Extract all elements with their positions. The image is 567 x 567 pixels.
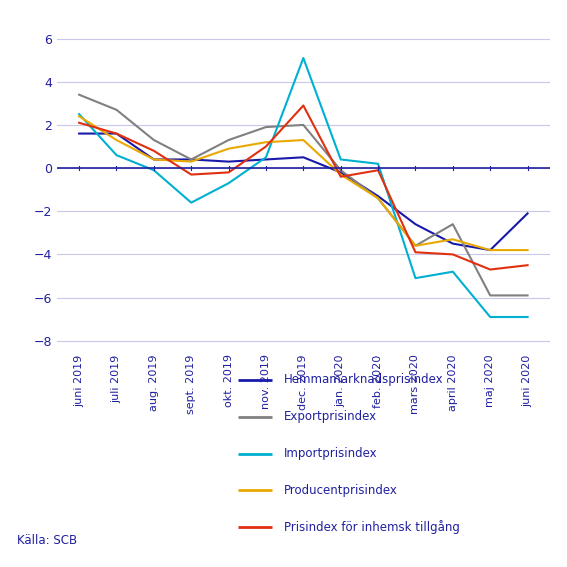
Importprisindex: [113, 152, 120, 159]
Prisindex för inhemsk tillgång: [263, 143, 269, 150]
Exportprisindex: [300, 121, 307, 128]
Hemmamarknadsprisindex: [375, 193, 382, 200]
Hemmamarknadsprisindex: [76, 130, 83, 137]
Prisindex för inhemsk tillgång: [188, 171, 194, 178]
Hemmamarknadsprisindex: [225, 158, 232, 165]
Line: Exportprisindex: Exportprisindex: [79, 95, 527, 295]
Hemmamarknadsprisindex: [337, 169, 344, 176]
Hemmamarknadsprisindex: [263, 156, 269, 163]
Importprisindex: [375, 160, 382, 167]
Importprisindex: [263, 154, 269, 160]
Text: Källa: SCB: Källa: SCB: [17, 534, 77, 547]
Importprisindex: [300, 54, 307, 61]
Text: Producentprisindex: Producentprisindex: [284, 484, 397, 497]
Text: Exportprisindex: Exportprisindex: [284, 411, 376, 423]
Importprisindex: [76, 111, 83, 117]
Producentprisindex: [188, 158, 194, 165]
Prisindex för inhemsk tillgång: [300, 102, 307, 109]
Exportprisindex: [263, 124, 269, 130]
Exportprisindex: [188, 156, 194, 163]
Importprisindex: [225, 180, 232, 187]
Hemmamarknadsprisindex: [524, 210, 531, 217]
Exportprisindex: [150, 137, 157, 143]
Prisindex för inhemsk tillgång: [487, 266, 494, 273]
Hemmamarknadsprisindex: [412, 221, 419, 227]
Prisindex för inhemsk tillgång: [113, 130, 120, 137]
Exportprisindex: [450, 221, 456, 227]
Producentprisindex: [150, 156, 157, 163]
Prisindex för inhemsk tillgång: [375, 167, 382, 174]
Producentprisindex: [300, 137, 307, 143]
Producentprisindex: [337, 171, 344, 178]
Exportprisindex: [487, 292, 494, 299]
Exportprisindex: [375, 195, 382, 202]
Exportprisindex: [225, 137, 232, 143]
Importprisindex: [450, 268, 456, 275]
Exportprisindex: [337, 167, 344, 174]
Exportprisindex: [113, 107, 120, 113]
Line: Prisindex för inhemsk tillgång: Prisindex för inhemsk tillgång: [79, 105, 527, 269]
Producentprisindex: [263, 139, 269, 146]
Exportprisindex: [524, 292, 531, 299]
Hemmamarknadsprisindex: [150, 156, 157, 163]
Prisindex för inhemsk tillgång: [450, 251, 456, 258]
Text: Prisindex för inhemsk tillgång: Prisindex för inhemsk tillgång: [284, 521, 459, 534]
Importprisindex: [337, 156, 344, 163]
Hemmamarknadsprisindex: [487, 247, 494, 253]
Producentprisindex: [450, 236, 456, 243]
Line: Hemmamarknadsprisindex: Hemmamarknadsprisindex: [79, 134, 527, 250]
Producentprisindex: [375, 195, 382, 202]
Producentprisindex: [487, 247, 494, 253]
Exportprisindex: [76, 91, 83, 98]
Line: Producentprisindex: Producentprisindex: [79, 116, 527, 250]
Line: Importprisindex: Importprisindex: [79, 58, 527, 317]
Hemmamarknadsprisindex: [450, 240, 456, 247]
Text: Importprisindex: Importprisindex: [284, 447, 377, 460]
Importprisindex: [188, 199, 194, 206]
Prisindex för inhemsk tillgång: [412, 249, 419, 256]
Hemmamarknadsprisindex: [188, 156, 194, 163]
Prisindex för inhemsk tillgång: [337, 174, 344, 180]
Text: Hemmamarknadsprisindex: Hemmamarknadsprisindex: [284, 374, 443, 386]
Prisindex för inhemsk tillgång: [225, 169, 232, 176]
Importprisindex: [412, 275, 419, 282]
Producentprisindex: [524, 247, 531, 253]
Exportprisindex: [412, 242, 419, 249]
Prisindex för inhemsk tillgång: [76, 120, 83, 126]
Hemmamarknadsprisindex: [300, 154, 307, 160]
Producentprisindex: [76, 113, 83, 120]
Producentprisindex: [225, 145, 232, 152]
Prisindex för inhemsk tillgång: [524, 262, 531, 269]
Producentprisindex: [412, 242, 419, 249]
Producentprisindex: [113, 137, 120, 143]
Prisindex för inhemsk tillgång: [150, 147, 157, 154]
Importprisindex: [150, 167, 157, 174]
Importprisindex: [487, 314, 494, 320]
Hemmamarknadsprisindex: [113, 130, 120, 137]
Importprisindex: [524, 314, 531, 320]
